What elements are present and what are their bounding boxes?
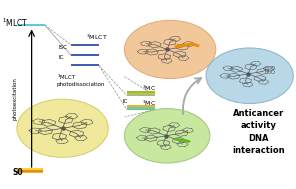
Circle shape: [124, 20, 216, 79]
Text: $^1$MLCT: $^1$MLCT: [2, 17, 29, 29]
Bar: [71, 44, 99, 46]
Text: H$_2$O: H$_2$O: [264, 64, 276, 73]
Bar: [127, 108, 155, 110]
Text: Anticancer
activity
DNA
interaction: Anticancer activity DNA interaction: [232, 109, 285, 155]
Bar: [17, 170, 44, 172]
Bar: [127, 107, 155, 109]
Bar: [127, 94, 155, 96]
Bar: [17, 171, 44, 173]
Circle shape: [124, 108, 210, 163]
Bar: [127, 91, 155, 93]
Bar: [17, 168, 44, 170]
Text: $^3$MLCT: $^3$MLCT: [86, 33, 107, 42]
Bar: [127, 93, 155, 95]
Bar: [127, 105, 155, 107]
Text: $^3$MC: $^3$MC: [141, 98, 156, 108]
Circle shape: [17, 99, 108, 157]
Circle shape: [206, 48, 293, 104]
Text: $^3$MC: $^3$MC: [141, 83, 156, 93]
Text: IC: IC: [123, 99, 128, 104]
Text: IC: IC: [58, 55, 64, 60]
Text: H$_2$O: H$_2$O: [264, 68, 276, 77]
Text: S0: S0: [12, 168, 23, 177]
Text: ISC: ISC: [58, 46, 67, 50]
Bar: [71, 64, 99, 66]
Text: $^3$MLCT
photodissociation: $^3$MLCT photodissociation: [57, 72, 105, 88]
Bar: [18, 24, 45, 26]
Text: photoexcitation: photoexcitation: [13, 77, 18, 120]
Bar: [71, 54, 99, 56]
